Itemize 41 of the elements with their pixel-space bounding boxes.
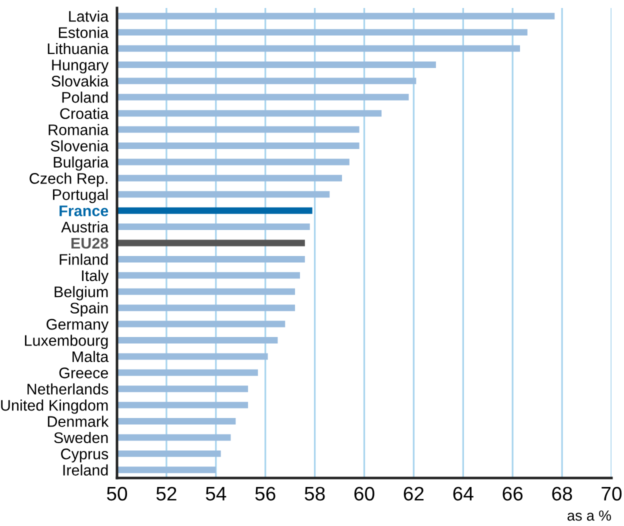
y-tick-label: Cyprus — [61, 448, 108, 462]
y-tick-label: Czech Rep. — [30, 172, 108, 187]
x-tick-label: 70 — [602, 486, 622, 501]
x-axis-title: as a % — [568, 510, 611, 521]
y-tick-label: Sweden — [54, 432, 108, 444]
x-tick-label: 68 — [552, 486, 572, 501]
y-tick-label: Finland — [60, 254, 108, 265]
x-tick-label: 66 — [502, 486, 523, 501]
y-tick-label: Ireland — [63, 464, 108, 476]
y-tick-label: Belgium — [54, 286, 108, 300]
y-tick-label: Luxembourg — [24, 334, 108, 349]
y-tick-label: Greece — [59, 368, 108, 378]
y-tick-label: Malta — [72, 350, 109, 362]
y-tick-label: Latvia — [69, 10, 109, 22]
x-tick-label: 50 — [106, 486, 128, 501]
y-tick-label: Croatia — [60, 108, 109, 120]
y-tick-label: Germany — [46, 318, 109, 333]
y-tick-label: Austria — [61, 221, 109, 232]
y-tick-label: Estonia — [58, 26, 109, 38]
y-tick-label: United Kingdom — [1, 400, 108, 414]
y-tick-label: Spain — [70, 302, 108, 317]
x-tick-label: 62 — [404, 486, 424, 501]
x-tick-label: 58 — [304, 486, 325, 501]
y-tick-label: Slovenia — [50, 140, 109, 152]
y-tick-label: France — [60, 206, 108, 216]
x-tick-label: 56 — [255, 486, 276, 501]
x-tick-label: 52 — [156, 486, 176, 501]
y-tick-label: Slovakia — [52, 75, 109, 87]
y-tick-label: Portugal — [53, 188, 108, 204]
x-tick-label: 54 — [206, 487, 226, 501]
y-tick-label: Italy — [82, 270, 109, 284]
y-tick-label: Poland — [62, 92, 108, 103]
x-tick-label: 60 — [354, 486, 374, 501]
y-tick-label: Denmark — [48, 416, 109, 427]
y-tick-label: EU28 — [71, 238, 108, 249]
y-tick-label: Romania — [48, 124, 109, 136]
y-tick-label: Lithuania — [48, 42, 109, 54]
y-tick-label: Hungary — [52, 60, 109, 74]
y-tick-label: Bulgaria — [54, 156, 109, 171]
x-tick-label: 64 — [453, 486, 474, 501]
y-tick-label: Netherlands — [28, 383, 108, 395]
